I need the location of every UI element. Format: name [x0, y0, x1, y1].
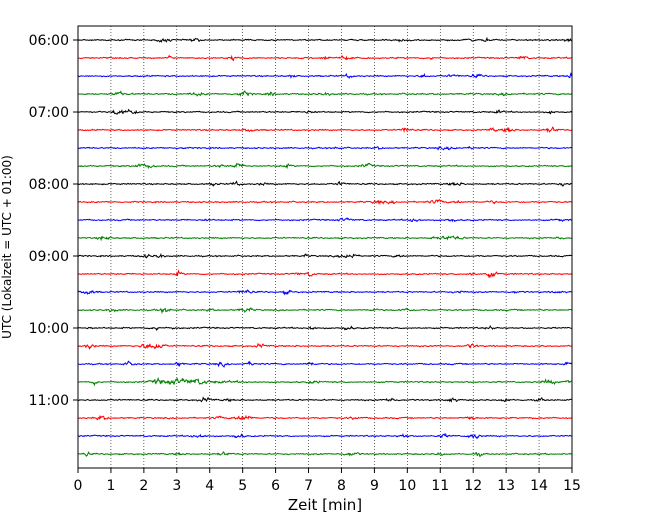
x-axis-label: Zeit [min] — [288, 496, 362, 514]
x-tick-label: 4 — [205, 478, 214, 494]
y-tick-label: 11:00 — [29, 393, 69, 409]
trace-0630 — [77, 71, 573, 80]
seismogram-traces — [77, 36, 573, 457]
trace-0615 — [78, 54, 573, 62]
x-tick-label: 13 — [497, 478, 515, 494]
x-tick-label: 15 — [563, 478, 581, 494]
x-tick-label: 2 — [139, 478, 148, 494]
x-tick-label: 3 — [172, 478, 181, 494]
y-tick-label: 07:00 — [29, 105, 69, 121]
y-axis-ticks: 06:00 07:00 08:00 09:00 10:00 11:00 — [29, 33, 78, 409]
x-tick-label: 14 — [530, 478, 548, 494]
trace-0800 — [77, 180, 573, 187]
trace-0645 — [77, 90, 573, 97]
y-tick-label: 08:00 — [29, 177, 69, 193]
x-tick-label: 9 — [370, 478, 379, 494]
trace-0700 — [77, 108, 573, 115]
trace-1145 — [77, 451, 573, 457]
x-tick-label: 1 — [106, 478, 115, 494]
trace-1100 — [77, 396, 573, 403]
plot-frame — [77, 25, 573, 469]
x-tick-label: 10 — [398, 478, 416, 494]
y-tick-label: 10:00 — [29, 321, 69, 337]
x-tick-label: 8 — [337, 478, 346, 494]
trace-0730 — [77, 145, 573, 151]
trace-0930 — [77, 289, 573, 296]
x-tick-label: 7 — [304, 478, 313, 494]
trace-1130 — [77, 432, 573, 440]
trace-1115 — [77, 414, 573, 421]
x-axis-ticks: 0 1 2 3 4 5 6 7 8 9 10 11 12 13 14 15 — [74, 468, 581, 494]
y-tick-label: 06:00 — [29, 33, 69, 49]
trace-1015 — [77, 342, 573, 350]
trace-0815 — [77, 199, 573, 205]
trace-0600 — [77, 36, 573, 43]
y-tick-label: 09:00 — [29, 249, 69, 265]
trace-0745 — [77, 162, 573, 170]
trace-0915 — [77, 269, 573, 278]
trace-0845 — [77, 235, 573, 242]
trace-0715 — [77, 126, 573, 134]
trace-1045 — [77, 376, 573, 387]
x-tick-label: 5 — [238, 478, 247, 494]
x-tick-label: 11 — [431, 478, 449, 494]
trace-0945 — [77, 307, 573, 315]
trace-0900 — [77, 252, 573, 259]
x-tick-label: 0 — [74, 478, 83, 494]
trace-0830 — [77, 217, 573, 223]
x-tick-label: 12 — [464, 478, 482, 494]
trace-1030 — [77, 360, 573, 369]
x-tick-label: 6 — [271, 478, 280, 494]
y-axis-label: UTC (Lokalzeit = UTC + 01:00) — [0, 155, 14, 339]
trace-1000 — [77, 324, 573, 332]
